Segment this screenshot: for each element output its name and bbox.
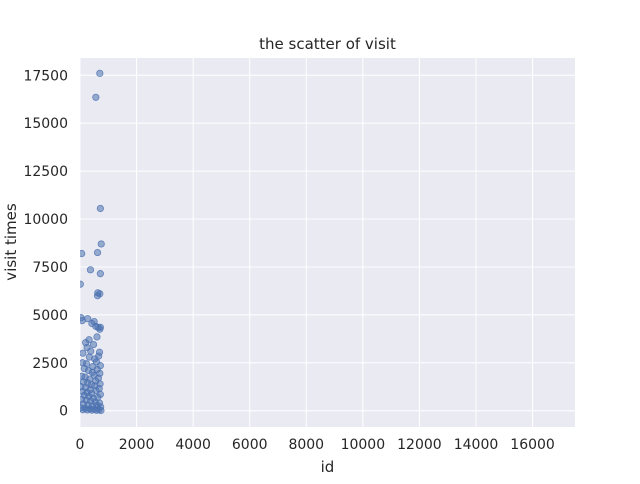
x-axis-label: id — [321, 458, 335, 476]
x-tick-label: 4000 — [175, 437, 211, 453]
plot-background — [80, 58, 575, 427]
x-tick-label: 0 — [76, 437, 85, 453]
y-tick-label: 7500 — [32, 260, 68, 276]
y-tick-label: 2500 — [32, 356, 68, 372]
x-tick-label: 8000 — [288, 437, 324, 453]
data-points — [80, 69, 105, 415]
scatter-point — [93, 248, 102, 257]
y-axis-label: visit times — [2, 203, 20, 281]
x-tick-labels: 0 2000 4000 6000 8000 10000 12000 14000 16000 — [76, 437, 555, 453]
chart-title: the scatter of visit — [259, 35, 396, 53]
scatter-point — [80, 249, 86, 258]
x-tick-label: 10000 — [341, 437, 386, 453]
scatter-point — [97, 240, 105, 248]
scatter-point — [86, 266, 95, 274]
x-tick-label: 6000 — [232, 437, 268, 453]
scatter-point — [85, 336, 93, 344]
y-tick-label: 5000 — [32, 308, 68, 324]
scatter-point — [80, 349, 87, 357]
y-tick-labels: 0 2500 5000 7500 10000 12500 15000 17500 — [23, 68, 68, 419]
scatter-point — [93, 333, 101, 341]
x-tick-label: 12000 — [397, 437, 442, 453]
y-tick-label: 12500 — [23, 164, 68, 180]
scatter-point — [80, 280, 84, 288]
scatter-point — [96, 270, 104, 278]
scatter-point — [84, 315, 92, 323]
x-tick-label: 2000 — [119, 437, 155, 453]
scatter-point — [96, 204, 104, 213]
scatter-point — [89, 340, 98, 349]
grid-lines — [79, 58, 575, 427]
x-tick-label: 14000 — [454, 437, 499, 453]
scatter-point — [96, 323, 104, 331]
y-tick-label: 15000 — [23, 116, 68, 132]
y-tick-label: 0 — [59, 404, 68, 420]
scatter-point — [97, 406, 105, 415]
scatter-point — [94, 289, 102, 297]
scatter-point — [92, 93, 100, 101]
x-tick-label: 16000 — [510, 437, 555, 453]
scatter-point — [96, 69, 104, 77]
y-tick-label: 10000 — [23, 212, 68, 228]
scatter-point — [87, 347, 95, 355]
y-tick-label: 17500 — [23, 68, 68, 84]
